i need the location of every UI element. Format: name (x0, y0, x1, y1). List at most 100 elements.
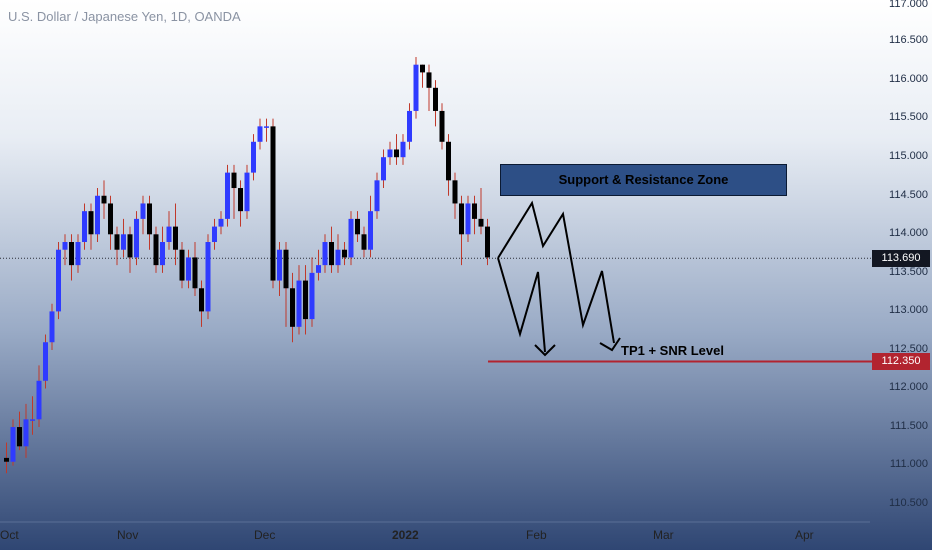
candle-body (303, 280, 308, 320)
candle-body (108, 203, 113, 235)
candle-body (173, 226, 178, 250)
candle-body (101, 195, 107, 204)
time-axis-label: Mar (653, 528, 674, 542)
symbol-title: U.S. Dollar / Japanese Yen, 1D, OANDA (8, 9, 241, 24)
candle-body (296, 280, 302, 327)
price-axis-label: 117.000 (889, 0, 928, 10)
time-axis-label: Apr (795, 528, 814, 542)
candle-body (348, 218, 354, 258)
candle-body (290, 288, 295, 327)
candle-body (36, 380, 42, 420)
price-axis-label: 115.000 (889, 150, 928, 162)
candle-body (368, 211, 373, 250)
candle-body (420, 64, 425, 73)
price-axis-label: 114.500 (889, 189, 928, 201)
candle-body (270, 126, 276, 281)
price-axis-label: 116.000 (889, 73, 928, 85)
candle-body (472, 203, 477, 219)
price-axis-label: 111.500 (889, 420, 928, 432)
candle-body (413, 64, 419, 111)
candle-body (205, 242, 211, 312)
candle-body (342, 249, 347, 258)
candle-body (4, 457, 9, 462)
time-axis-label: Feb (526, 528, 547, 542)
candle-body (244, 172, 250, 212)
candle-body (231, 172, 237, 189)
candle-body (225, 172, 230, 219)
price-axis-label: 114.000 (889, 227, 928, 239)
candle-body (374, 180, 380, 212)
candle-body (179, 249, 185, 281)
target-price-tag: 112.350 (872, 353, 930, 370)
candle-body (381, 157, 386, 181)
candle-body (407, 110, 412, 142)
candle-body (199, 288, 204, 312)
tp-annotation: TP1 + SNR Level (621, 343, 724, 358)
candle-body (459, 203, 464, 235)
candle-body (400, 141, 406, 158)
candle-body (452, 180, 458, 204)
time-axis-label: 2022 (392, 528, 419, 542)
candle-body (114, 234, 120, 250)
time-axis-label: Nov (117, 528, 139, 542)
price-axis-label: 112.500 (889, 343, 928, 355)
candle-body (166, 226, 172, 243)
arrowhead-icon (599, 337, 621, 352)
candle-body (23, 419, 29, 447)
candle-body (485, 226, 490, 258)
price-axis-label: 111.000 (889, 458, 928, 470)
candle-body (127, 234, 133, 258)
projection-path-lower (497, 257, 546, 353)
candle-body (439, 110, 445, 142)
support-resistance-zone[interactable]: Support & Resistance Zone (500, 164, 787, 196)
candle-body (322, 242, 328, 266)
candle-body (95, 195, 100, 235)
candle-body (212, 226, 217, 243)
candle-body (355, 218, 360, 235)
candle-body (186, 257, 191, 281)
candle-body (446, 141, 451, 181)
candle-body (69, 242, 74, 266)
candle-body (251, 141, 256, 173)
candle-body (147, 203, 152, 235)
time-axis-label: Dec (254, 528, 276, 542)
time-axis-label: Oct (0, 528, 19, 542)
price-axis-label: 116.500 (889, 34, 928, 46)
price-axis-label: 112.000 (889, 381, 928, 393)
price-axis-label: 113.000 (889, 304, 928, 316)
candle-body (329, 242, 334, 266)
candle-body (121, 234, 126, 250)
candle-body (316, 265, 321, 273)
price-axis-label: 113.500 (889, 266, 928, 278)
candle-body (257, 126, 263, 142)
candle-body (49, 311, 55, 343)
candle-body (10, 427, 16, 462)
candle-body (218, 218, 224, 227)
candle-body (153, 234, 159, 266)
candle-body (62, 242, 68, 250)
candle-body (75, 242, 81, 266)
candle-body (478, 218, 484, 227)
candle-body (433, 87, 438, 111)
price-axis-label: 110.500 (889, 497, 928, 509)
candle-body (238, 188, 243, 212)
candle-body (17, 427, 22, 447)
candle-body (309, 272, 315, 320)
current-price-tag: 113.690 (872, 250, 930, 267)
candle-body (134, 218, 139, 258)
candle-body (82, 211, 87, 243)
candle-body (426, 72, 432, 88)
candle-body (88, 211, 94, 235)
candle-body (30, 419, 35, 421)
projection-path-upper (497, 200, 615, 344)
candle-body (140, 203, 146, 219)
candle-body (394, 149, 399, 158)
arrowhead-icon (534, 344, 556, 357)
candle-body (361, 234, 367, 250)
candle-body (283, 249, 289, 289)
candle-body (387, 149, 393, 158)
candle-body (465, 203, 471, 235)
candle-body (335, 249, 341, 266)
